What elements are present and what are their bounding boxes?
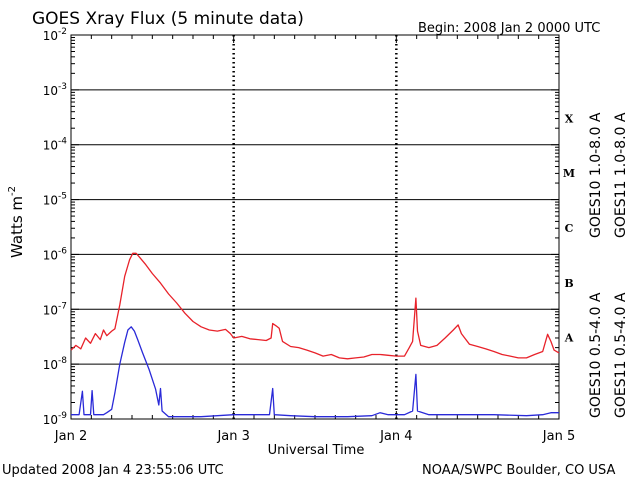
x-axis-ticks: Jan 2 Jan 3 Jan 4 Jan 5: [54, 35, 575, 444]
y-tick-exp: -8: [58, 356, 67, 366]
flare-class-B: B: [564, 277, 573, 290]
y-axis-label: Watts m-2: [7, 186, 26, 258]
x-tick-label: Jan 3: [216, 429, 249, 444]
x-axis-label: Universal Time: [268, 443, 365, 458]
y-tick-label: 10-5: [43, 192, 67, 208]
y-tick-label: 10-6: [43, 246, 68, 262]
flare-class-M: M: [563, 167, 575, 180]
y-tick-exp: -5: [58, 192, 67, 202]
y-tick-label: 10-4: [43, 137, 68, 153]
credit-label: NOAA/SWPC Boulder, CO USA: [422, 463, 615, 478]
y-tick-base: 10: [43, 84, 58, 98]
y-axis-label-exp: -2: [7, 186, 18, 196]
svg-text:Watts m-2: Watts m-2: [7, 186, 26, 258]
legend: GOES10 1.0-8.0 A GOES11 1.0-8.0 A GOES10…: [588, 112, 629, 418]
y-tick-label: 10-3: [43, 82, 67, 98]
x-tick-label: Jan 2: [54, 429, 87, 444]
flare-class-X: X: [565, 112, 574, 125]
legend-goes11-short: GOES11 0.5-4.0 A: [613, 292, 629, 418]
y-tick-label: 10-7: [43, 301, 67, 317]
series-group: [70, 252, 560, 418]
chart-title: GOES Xray Flux (5 minute data): [32, 9, 304, 29]
grid: [71, 35, 559, 419]
y-tick-exp: -3: [58, 82, 67, 92]
legend-goes11-long: GOES11 1.0-8.0 A: [613, 112, 629, 238]
y-tick-label: 10-9: [43, 411, 68, 427]
y-tick-exp: -4: [58, 137, 67, 147]
y-tick-exp: -2: [58, 27, 67, 37]
y-tick-base: 10: [43, 194, 58, 208]
flare-class-labels: A B C M X: [563, 112, 575, 344]
begin-label: Begin: 2008 Jan 2 0000 UTC: [418, 21, 600, 36]
series-line-0: [70, 252, 560, 360]
y-tick-label: 10-8: [43, 356, 68, 372]
x-tick-label: Jan 4: [379, 429, 412, 444]
y-tick-base: 10: [43, 413, 58, 427]
y-tick-base: 10: [43, 248, 58, 262]
y-tick-base: 10: [43, 303, 58, 317]
legend-goes10-long: GOES10 1.0-8.0 A: [588, 112, 604, 238]
x-tick-label: Jan 5: [542, 429, 575, 444]
y-tick-label: 10-2: [43, 27, 67, 43]
flare-class-A: A: [564, 332, 574, 345]
y-tick-exp: -7: [58, 301, 67, 311]
plot-frame: [70, 34, 560, 420]
y-tick-base: 10: [43, 139, 58, 153]
y-axis-ticks: 10-910-810-710-610-510-410-310-2: [43, 27, 559, 427]
y-tick-base: 10: [43, 29, 58, 43]
y-tick-exp: -6: [58, 246, 67, 256]
updated-label: Updated 2008 Jan 4 23:55:06 UTC: [2, 463, 224, 478]
y-tick-exp: -9: [58, 411, 67, 421]
y-axis-label-text: Watts m: [8, 196, 26, 258]
flare-class-C: C: [565, 222, 574, 235]
series-line-1: [71, 326, 559, 418]
legend-goes10-short: GOES10 0.5-4.0 A: [588, 292, 604, 418]
y-tick-base: 10: [43, 358, 58, 372]
